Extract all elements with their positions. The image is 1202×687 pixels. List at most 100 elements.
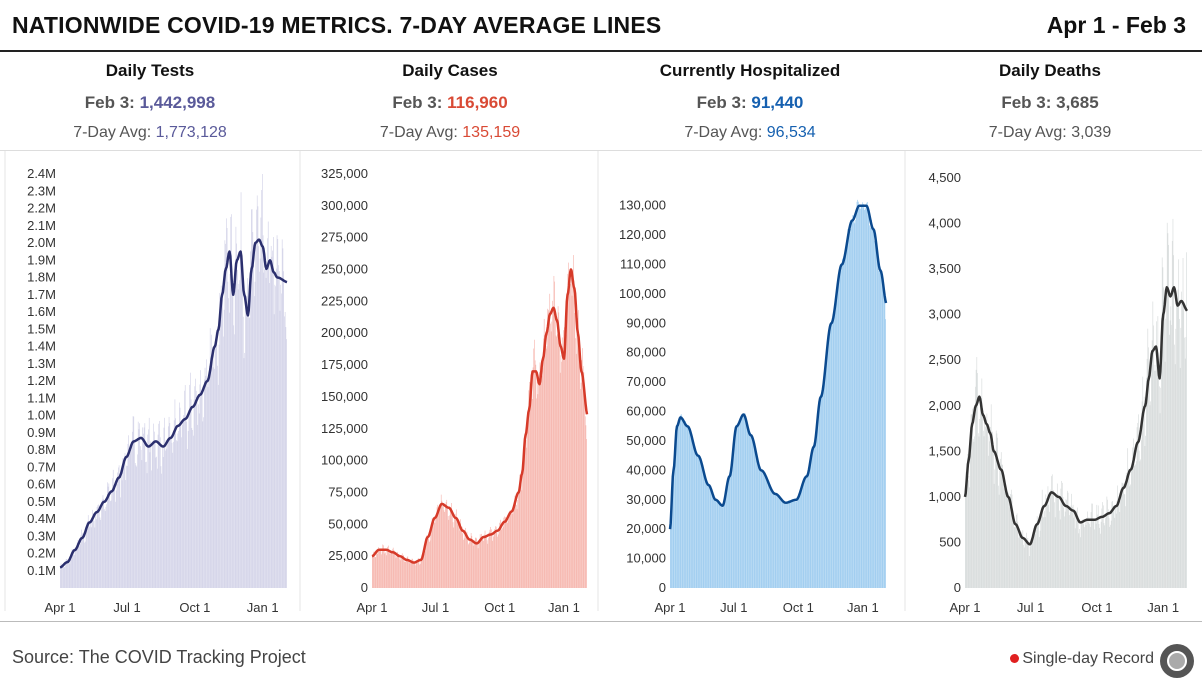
daily-bar xyxy=(418,559,420,588)
daily-bar xyxy=(135,465,137,588)
daily-bar xyxy=(1184,358,1186,588)
daily-bar xyxy=(181,424,183,588)
daily-bar xyxy=(190,372,191,588)
daily-bar xyxy=(417,557,419,588)
daily-bar xyxy=(1018,537,1019,588)
daily-bar xyxy=(514,495,516,588)
daily-bar xyxy=(1148,347,1149,588)
daily-bar xyxy=(721,505,723,588)
daily-bar xyxy=(538,372,540,588)
daily-bar xyxy=(482,539,484,588)
daily-bar xyxy=(1116,501,1118,588)
y-tick-label: 225,000 xyxy=(321,293,368,308)
daily-bar xyxy=(1155,370,1157,588)
daily-bar xyxy=(438,510,439,588)
daily-bar xyxy=(217,365,218,588)
daily-bar xyxy=(203,417,204,588)
daily-bar xyxy=(814,441,816,588)
daily-bar xyxy=(277,239,279,588)
x-tick-label: Apr 1 xyxy=(654,600,685,615)
daily-bar xyxy=(693,447,695,588)
daily-bar xyxy=(1082,522,1084,588)
daily-bar xyxy=(688,428,690,588)
daily-bar xyxy=(982,430,984,588)
daily-bar xyxy=(160,466,162,588)
daily-bar xyxy=(493,536,494,588)
latest-line: Feb 3: 116,960 xyxy=(300,92,600,114)
daily-bar xyxy=(815,437,817,588)
daily-bar xyxy=(812,446,814,588)
daily-bar xyxy=(848,230,850,588)
daily-bar xyxy=(232,285,234,588)
daily-bar xyxy=(251,209,253,588)
daily-bar xyxy=(399,558,400,588)
daily-bar xyxy=(784,502,786,588)
daily-bar xyxy=(180,424,182,588)
daily-bar xyxy=(452,522,454,588)
y-tick-label: 75,000 xyxy=(328,484,368,499)
daily-bar xyxy=(557,306,559,588)
daily-bar xyxy=(816,430,817,588)
daily-bar xyxy=(223,336,224,588)
daily-bar xyxy=(1067,492,1069,588)
daily-bar xyxy=(573,280,575,588)
daily-bar xyxy=(1059,519,1061,588)
latest-label: Feb 3: xyxy=(392,93,443,112)
daily-bar xyxy=(988,436,990,588)
daily-bar xyxy=(1118,503,1120,588)
daily-bar xyxy=(711,491,713,588)
daily-bar xyxy=(76,548,77,588)
daily-bar xyxy=(994,469,996,588)
daily-bar xyxy=(558,312,560,588)
latest-line: Feb 3: 1,442,998 xyxy=(0,92,300,114)
daily-bar xyxy=(1010,494,1011,588)
daily-bar xyxy=(120,476,122,588)
daily-bar xyxy=(1177,289,1179,588)
daily-bar xyxy=(527,427,528,588)
daily-bar xyxy=(671,508,673,588)
daily-bar xyxy=(433,522,435,588)
y-tick-label: 125,000 xyxy=(321,421,368,436)
y-tick-label: 2.2M xyxy=(27,201,56,216)
x-tick-label: Jul 1 xyxy=(113,600,140,615)
y-tick-label: 0.1M xyxy=(27,563,56,578)
daily-bar xyxy=(406,557,408,588)
daily-bar xyxy=(679,420,681,588)
daily-bar xyxy=(134,463,136,588)
daily-bar xyxy=(518,494,519,588)
daily-bar xyxy=(1077,507,1078,588)
daily-bar xyxy=(155,457,157,588)
daily-bar xyxy=(583,372,585,588)
avg-value: 135,159 xyxy=(462,124,521,141)
daily-bar xyxy=(478,543,480,588)
daily-bar xyxy=(754,446,756,588)
daily-bar xyxy=(580,389,581,588)
daily-bar xyxy=(735,429,736,588)
daily-bar xyxy=(374,551,375,588)
daily-bar xyxy=(772,492,774,588)
y-tick-label: 0.8M xyxy=(27,442,56,457)
daily-bar xyxy=(1006,489,1008,588)
y-tick-label: 30,000 xyxy=(626,492,666,507)
x-tick-label: Oct 1 xyxy=(1081,600,1112,615)
daily-bar xyxy=(723,502,725,588)
daily-bar xyxy=(785,503,786,588)
y-tick-label: 325,000 xyxy=(321,166,368,181)
daily-bar xyxy=(190,399,192,588)
daily-bar xyxy=(425,542,427,588)
daily-bar xyxy=(1131,467,1133,588)
daily-bar xyxy=(762,471,764,588)
daily-bar xyxy=(1074,528,1076,588)
daily-bar xyxy=(1072,504,1074,588)
daily-bar xyxy=(140,446,141,588)
daily-bar xyxy=(278,271,280,588)
daily-bar xyxy=(1031,538,1033,588)
daily-bar xyxy=(195,378,196,588)
daily-bar xyxy=(573,255,574,588)
daily-bar xyxy=(529,388,531,588)
daily-bar xyxy=(251,209,252,588)
daily-bar xyxy=(879,270,880,588)
daily-bar xyxy=(76,542,78,588)
daily-bar xyxy=(967,480,969,588)
daily-bar xyxy=(1013,519,1014,588)
